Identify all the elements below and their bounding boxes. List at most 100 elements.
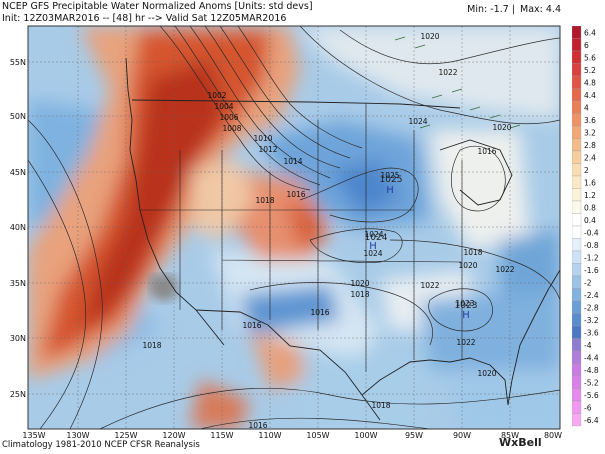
colorbar-swatch [572, 175, 582, 189]
isobar-label: 1002 [207, 91, 226, 100]
colorbar-swatch [572, 350, 582, 364]
isobar-label: 1020 [492, 123, 511, 132]
pressure-centers: 1025 H 1024 H 1023 H [365, 175, 478, 321]
colorbar-label: -2.8 [584, 303, 599, 312]
colorbar-swatch [572, 88, 582, 102]
colorbar-label: 3.2 [584, 128, 596, 137]
gulf-coast [361, 357, 509, 406]
state-borders [140, 104, 463, 372]
colorbar-label: 4.4 [584, 91, 596, 100]
colorbar-swatch [572, 338, 582, 352]
min-max-readout: Min: -1.7 | Max: 4.4 [467, 4, 561, 15]
isobar-label: 1024 [408, 117, 427, 126]
wind-barb-marks [394, 36, 521, 129]
colorbar-label: -0.8 [584, 241, 599, 250]
isobar-label: 1020 [458, 261, 477, 270]
colorbar-swatch [572, 275, 582, 289]
colorbar-swatch [572, 138, 582, 152]
colorbar-swatch [572, 38, 582, 52]
isobar-label: 1020 [420, 32, 439, 41]
lon-label: 85W [501, 431, 519, 440]
colorbar-swatch [572, 26, 582, 39]
map-title: NCEP GFS Precipitable Water Normalized A… [2, 1, 313, 12]
colorbar-swatch [572, 63, 582, 77]
colorbar-label: -2.4 [584, 291, 599, 300]
lat-label: 35N [10, 279, 26, 288]
colorbar-swatch [572, 200, 582, 214]
isobar-lines [28, 26, 560, 429]
colorbar-label: 2.8 [584, 141, 596, 150]
colorbar-swatch [572, 388, 582, 402]
colorbar-swatch [572, 150, 582, 164]
colorbar-label: 0.4 [584, 216, 596, 225]
colorbar-swatch [572, 400, 582, 414]
colorbar-swatch [572, 325, 582, 339]
lat-label: 55N [10, 58, 26, 67]
colorbar-label: 2 [584, 166, 589, 175]
lon-label: 95W [405, 431, 423, 440]
colorbar-label: 4 [584, 103, 589, 112]
isobar-label: 1020 [350, 279, 369, 288]
isobar-label: 1010 [253, 134, 272, 143]
lon-label: 80W [544, 431, 562, 440]
lat-label: 45N [10, 168, 26, 177]
colorbar-swatch [572, 113, 582, 127]
climatology-note: Climatology 1981-2010 NCEP CFSR Reanalys… [2, 440, 200, 450]
colorbar-label: -4.4 [584, 353, 599, 362]
colorbar-label: -1.6 [584, 266, 599, 275]
colorbar-label: -6.4 [584, 416, 599, 425]
colorbar-label: -6 [584, 403, 592, 412]
lat-label: 25N [10, 390, 26, 399]
colorbar-swatch [572, 213, 582, 227]
lat-label: 50N [10, 112, 26, 121]
lon-label: 135W [22, 431, 45, 440]
isobar-label: 1022 [456, 338, 475, 347]
high-pressure-letter: H [386, 185, 394, 196]
max-value: Max: 4.4 [520, 4, 561, 15]
colorbar-swatch [572, 50, 582, 64]
colorbar-swatch [572, 238, 582, 252]
lat-label: 30N [10, 334, 26, 343]
boundary-lines [125, 57, 560, 421]
colorbar-label: -3.2 [584, 316, 599, 325]
isobar-label: 1004 [214, 102, 233, 111]
colorbar-swatch [572, 250, 582, 264]
east-coast [507, 269, 560, 406]
colorbar-label: -4 [584, 341, 592, 350]
colorbar-label: 0.8 [584, 203, 596, 212]
lon-label: 125W [114, 431, 137, 440]
lon-label: 120W [162, 431, 185, 440]
high-pressure-value: 1024 [365, 233, 388, 243]
colorbar-swatch [572, 100, 582, 114]
isobar-label: 1016 [310, 308, 329, 317]
colorbar-label: 6 [584, 41, 589, 50]
colorbar-swatch [572, 363, 582, 377]
lon-label: 115W [210, 431, 233, 440]
lon-label: 105W [306, 431, 329, 440]
colorbar-swatch [572, 163, 582, 177]
isobar-label: 1008 [222, 124, 241, 133]
colorbar-swatch [572, 300, 582, 314]
isobar-label: 1024 [364, 230, 383, 239]
colorbar-swatch [572, 225, 582, 239]
anomaly-colorbar: 6.4 6 5.6 5.2 4.8 4.4 4 3.6 3.2 2.8 2.4 2 1.6 1.2 0.8 0… [572, 26, 599, 427]
colorbar-label: 5.6 [584, 53, 596, 62]
colorbar-label: -4.8 [584, 366, 599, 375]
isobar-label: 1016 [477, 147, 496, 156]
isobar-label: 1024 [363, 249, 382, 258]
lat-label: 40N [10, 223, 26, 232]
isobar-label: 1025 [380, 171, 399, 180]
isobar-label: 1018 [371, 401, 390, 410]
map-frame [27, 25, 561, 430]
us-mexico-border [195, 309, 381, 421]
colorbar-swatch [572, 413, 582, 427]
west-coastline [125, 57, 225, 346]
isobar-label: 1022 [438, 68, 457, 77]
isobar-label: 1018 [142, 341, 161, 350]
colorbar-label: 1.2 [584, 191, 596, 200]
colorbar-swatch [572, 375, 582, 389]
isobar-label: 1023 [455, 299, 474, 308]
canada-us-border [131, 99, 461, 109]
colorbar-label: -0.4 [584, 228, 599, 237]
anomaly-field [28, 26, 560, 429]
